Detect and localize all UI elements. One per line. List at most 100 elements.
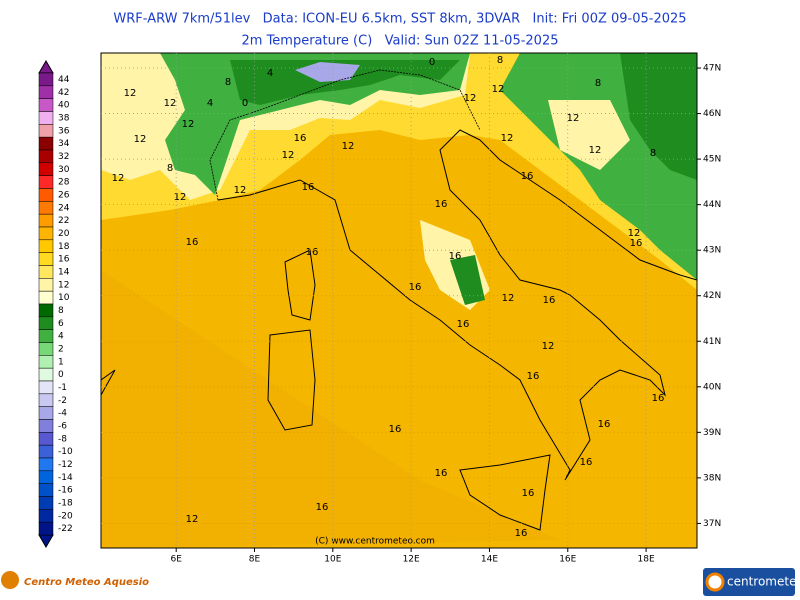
lat-label: 39N (703, 428, 721, 438)
contour-label: 8 (497, 55, 503, 66)
contour-label: 16 (652, 393, 665, 404)
colorbar-swatch (38, 72, 54, 87)
colorbar-label: 26 (58, 190, 70, 200)
contour-label: 12 (628, 228, 641, 239)
colorbar-label: 38 (58, 113, 70, 123)
logo-text: Centro Meteo Aquesio (24, 577, 149, 588)
copyright: (C) www.centrometeo.com (315, 537, 435, 547)
colorbar-label: -2 (58, 396, 67, 406)
header-subtitle: 2m Temperature (C) Valid: Sun 02Z 11-05-… (242, 34, 559, 49)
colorbar-swatch (38, 329, 54, 343)
lon-label: 14E (481, 555, 498, 565)
contour-label: 12 (342, 141, 355, 152)
map-frame (100, 52, 698, 549)
colorbar-swatch (38, 226, 54, 241)
colorbar-swatch (38, 444, 54, 459)
colorbar-label: 32 (58, 152, 69, 162)
lat-label: 41N (703, 337, 721, 347)
colorbar-swatch (38, 470, 54, 484)
colorbar-swatch (38, 149, 54, 164)
contour-label: 12 (464, 93, 477, 104)
contour-label: 12 (124, 88, 137, 99)
contour-label: 16 (598, 419, 611, 430)
contour-label: 16 (543, 295, 556, 306)
lat-label: 37N (703, 519, 721, 529)
colorbar-label: -6 (58, 421, 67, 431)
left-logo: Centro Meteo Aquesio (1, 571, 149, 589)
contour-label: 12 (186, 514, 199, 525)
contour-label: 0 (429, 57, 435, 68)
colorbar-label: 16 (58, 255, 70, 265)
lat-label: 44N (703, 200, 721, 210)
logo-text: centrometeo (727, 575, 800, 589)
lon-label: 18E (638, 555, 655, 565)
contour-label: 12 (567, 113, 580, 124)
right-logo: centrometeo (703, 568, 800, 596)
colorbar-label: 42 (58, 88, 69, 98)
sea-warm (101, 270, 560, 548)
contour-label: 16 (389, 424, 402, 435)
lon-label: 8E (249, 555, 261, 565)
colorbar-label: 2 (58, 344, 64, 354)
contour-label: 8 (650, 148, 656, 159)
colorbar-label: 8 (58, 306, 64, 316)
contour-label: 16 (186, 237, 199, 248)
contour-label: 16 (294, 133, 307, 144)
alps-dark (230, 60, 460, 105)
colorbar-swatch (38, 380, 54, 395)
colorbar-swatch (38, 303, 54, 318)
contour-label: 16 (409, 282, 422, 293)
colorbar-swatch (38, 290, 54, 305)
colorbar-swatch (38, 175, 54, 189)
colorbar-swatch (38, 201, 54, 215)
colorbar-swatch (38, 342, 54, 356)
contour-label: 0 (242, 98, 248, 109)
contour-label: 8 (225, 77, 231, 88)
logo-icon (705, 572, 725, 592)
coastlines (101, 129, 697, 531)
colorbar-label: 4 (58, 332, 64, 342)
colorbar-label: 28 (58, 178, 70, 188)
colorbar-swatch (38, 162, 54, 176)
colorbar-label: -20 (58, 511, 73, 521)
colorbar-swatch (38, 393, 54, 407)
contour-label: 8 (167, 163, 173, 174)
colorbar-swatch (38, 509, 54, 523)
contour-label: 16 (316, 502, 329, 513)
colorbar-swatch (38, 521, 54, 536)
header-title: WRF-ARW 7km/51lev Data: ICON-EU 6.5km, S… (113, 12, 686, 27)
contour-label: 12 (134, 134, 147, 145)
lat-label: 42N (703, 291, 721, 301)
colorbar-label: 44 (58, 75, 70, 85)
contour-label: 4 (267, 68, 273, 79)
lat-label: 45N (703, 155, 721, 165)
colorbar-label: -12 (58, 460, 73, 470)
contour-label: 12 (502, 293, 515, 304)
alps-cold (295, 62, 360, 82)
contour-label: 12 (182, 119, 195, 130)
colorbar-swatch (38, 316, 54, 330)
colorbar-swatch (38, 483, 54, 497)
colorbar-label: -1 (58, 383, 67, 393)
lat-label: 43N (703, 246, 721, 256)
colorbar-swatch (38, 406, 54, 420)
colorbar-label: -16 (58, 486, 73, 496)
contour-label: 12 (112, 173, 125, 184)
colorbar-label: 30 (58, 165, 70, 175)
colorbar-swatch (38, 432, 54, 446)
logo-box (703, 568, 795, 596)
contour-label: 16 (457, 319, 470, 330)
colorbar-swatch (38, 252, 54, 266)
lat-label: 46N (703, 109, 721, 119)
colorbar-label: 1 (58, 357, 64, 367)
contour-label: 12 (542, 341, 555, 352)
colorbar-swatch (38, 367, 54, 382)
colorbar-swatch (38, 265, 54, 279)
colorbar-swatch (38, 124, 54, 138)
contour-label: 12 (501, 133, 514, 144)
colorbar-swatch (38, 355, 54, 369)
contour-label: 12 (282, 150, 295, 161)
colorbar-label: 20 (58, 229, 70, 239)
